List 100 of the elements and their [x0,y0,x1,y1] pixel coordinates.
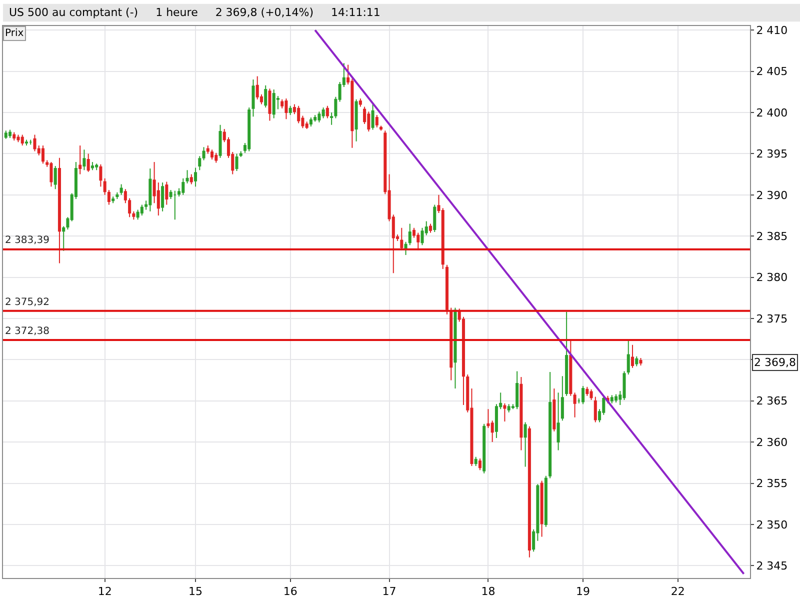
candlestick [428,223,432,234]
x-tick-label: 15 [188,585,203,598]
candlestick [103,178,106,196]
candlestick [190,174,193,185]
candlestick [16,134,20,143]
candlestick [450,307,453,381]
candlestick [12,132,16,142]
y-tick-label: 2 405 [756,65,788,78]
y-tick-label: 2 350 [756,518,788,532]
candlestick [20,134,24,146]
candlestick [358,98,362,108]
candlestick [235,153,238,172]
candlestick [252,79,255,118]
x-tick-label: 19 [576,585,590,598]
ref-line-label: 2 375,92 [5,297,50,308]
candlestick [33,134,36,152]
candlestick [590,388,593,401]
candlestick [594,396,597,423]
candlestick [62,226,66,252]
candlestick [380,125,383,132]
candlestick [548,372,552,479]
candlestick [194,167,198,188]
candlestick [433,204,436,232]
candlestick [50,161,53,188]
x-tick-label: 12 [98,585,112,598]
candlestick [148,168,152,212]
candlestick [524,422,527,468]
candlestick [268,88,272,122]
candlestick [4,130,8,140]
candlestick [582,386,585,405]
candlestick [107,189,110,206]
candlestick [635,356,638,367]
candlestick [214,152,218,164]
candlestick [140,204,144,216]
y-tick-label: 2 375 [756,312,788,326]
candlestick [136,209,140,220]
candlestick [610,394,614,404]
y-tick-label: 2 380 [756,271,788,284]
candlestick [95,163,98,171]
candlestick [408,223,412,246]
candlestick [478,458,482,471]
y-tick-label: 2 395 [756,148,788,161]
candlestick [116,192,119,200]
candlestick [173,190,176,220]
candlestick [99,164,102,188]
candlestick [520,376,523,451]
candlestick [516,370,519,410]
candlestick [569,338,572,396]
candlestick [120,184,123,196]
candlestick [565,311,568,396]
candlestick [161,182,164,212]
text: 2 369,8 [754,356,796,369]
candlestick [206,144,210,154]
y-tick-label: 2 360 [756,436,788,449]
candlestick [326,105,329,119]
candlestick [482,423,486,474]
candlestick [454,307,457,390]
candlestick [528,426,531,558]
x-tick-label: 17 [382,585,396,598]
candlestick [186,170,189,184]
candlestick [544,475,548,528]
x-tick-label: 18 [481,585,496,598]
candlestick [631,344,634,368]
candlestick [8,129,12,139]
candlestick [112,196,115,204]
candlestick [552,388,556,432]
candlestick [400,227,404,251]
y-tick-label: 2 385 [756,230,788,243]
candlestick [622,370,626,401]
candlestick [264,84,268,108]
candlestick [165,181,168,206]
candlestick [41,144,44,164]
candlestick [182,178,185,196]
candlestick [314,114,317,122]
candlestick [540,480,544,538]
candlestick [29,139,32,146]
candlestick [560,376,564,422]
candlestick [132,210,136,220]
candlestick [248,107,251,152]
candlestick [58,157,61,264]
candlestick [371,104,374,130]
candlestick [474,456,478,466]
candlestick [86,153,90,172]
y-axis-title: Prix [5,28,24,39]
chart-title: US 500 au comptant (-) 1 heure 2 369,8 (+0,14%) 14:11:11 [9,6,380,19]
ref-line-label: 2 383,39 [5,235,50,246]
candlestick [322,107,325,119]
y-tick-label: 2 345 [756,559,788,572]
candlestick [210,149,214,160]
candlestick [284,98,288,120]
candlestick [239,150,242,158]
candlestick [416,232,420,251]
candlestick [639,358,642,366]
candlestick [503,402,506,422]
candlestick [24,139,28,146]
candlestick [78,144,82,175]
candlestick [309,116,312,128]
candlestick [54,166,57,190]
y-tick-label: 2 390 [756,188,788,202]
y-tick-label: 2 355 [756,477,788,490]
